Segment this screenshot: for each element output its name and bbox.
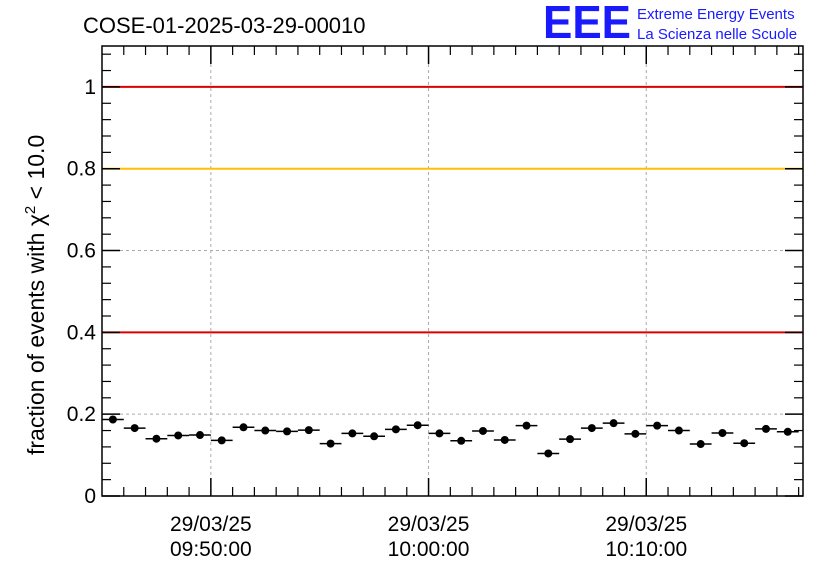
point-marker [761,424,770,433]
data-point [210,436,233,445]
y-axis-label: fraction of events with χ2 < 10.0 [22,135,49,455]
point-marker [609,419,618,428]
data-point [711,429,734,437]
data-point [602,419,625,428]
x-tick-time: 10:00:00 [388,538,470,561]
data-point [297,426,320,435]
data-point [559,435,581,444]
data-point [341,429,364,438]
data-point [515,421,538,430]
data-point [689,440,712,449]
data-point [668,426,690,435]
point-marker [478,426,487,435]
data-point [145,434,168,443]
point-marker [304,426,313,435]
point-marker [457,436,466,445]
y-tick-label: 0.2 [67,403,96,426]
x-tick-date: 29/03/25 [605,513,687,536]
point-marker [500,435,509,444]
data-point [733,439,756,448]
point-marker [653,421,662,430]
x-tick-labels: 29/03/2509:50:0029/03/2510:00:0029/03/25… [170,513,687,561]
x-tick-time: 10:10:00 [605,538,687,561]
point-marker [326,439,335,448]
point-marker [631,429,640,438]
point-marker [696,440,705,449]
point-marker [674,426,683,435]
data-point [537,449,560,458]
data-point [363,432,386,441]
point-marker [239,423,248,432]
point-marker [261,426,270,435]
point-marker [587,424,596,433]
point-marker [370,432,379,441]
point-marker [348,429,357,438]
plot-frame [101,45,804,497]
data-point [102,415,124,424]
data-point [276,427,298,436]
data-point [406,421,429,430]
data-point [450,436,473,445]
data-point [646,421,669,430]
y-tick-label: 1 [84,76,96,99]
data-point [755,424,777,433]
point-marker [740,439,749,448]
logo-line1: Extreme Energy Events [637,6,795,23]
data-point [493,435,516,444]
point-marker [783,427,792,436]
axis-ticks [102,46,803,497]
y-tick-label: 0 [84,485,96,508]
data-point [189,431,211,440]
point-marker [522,421,531,430]
data-point [232,423,255,432]
data-point [319,439,342,448]
point-marker [152,434,161,443]
logo-line2: La Scienza nelle Scuole [637,26,797,43]
data-point [776,427,799,436]
point-marker [413,421,422,430]
y-tick-label: 0.4 [67,321,97,344]
point-marker [283,427,292,436]
data-point [472,426,494,435]
data-point [123,424,146,433]
y-tick-label: 0.6 [67,240,96,263]
data-point [385,425,407,434]
data-point [580,424,603,433]
point-marker [108,415,117,424]
point-marker [435,429,444,438]
point-marker [544,449,553,458]
x-tick-date: 29/03/25 [388,513,470,536]
data-points [102,415,799,458]
data-point [428,429,451,438]
x-tick-date: 29/03/25 [170,513,252,536]
chart-title: COSE-01-2025-03-29-00010 [83,13,366,38]
point-marker [391,425,400,434]
x-tick-time: 09:50:00 [170,538,252,561]
point-marker [130,424,139,433]
eee-logo: EEE Extreme Energy Events La Scienza nel… [543,0,797,48]
data-point [624,429,647,438]
data-point [167,431,190,440]
y-tick-label: 0.8 [67,158,96,181]
y-tick-labels: 0 0.2 0.4 0.6 0.8 1 [67,76,97,508]
point-marker [217,436,226,445]
reference-lines [102,85,803,334]
point-marker [566,435,575,444]
logo-eee: EEE [543,0,631,48]
point-marker [718,429,727,437]
point-marker [174,431,183,440]
data-point [254,426,277,435]
grid [102,46,803,496]
point-marker [195,431,204,440]
